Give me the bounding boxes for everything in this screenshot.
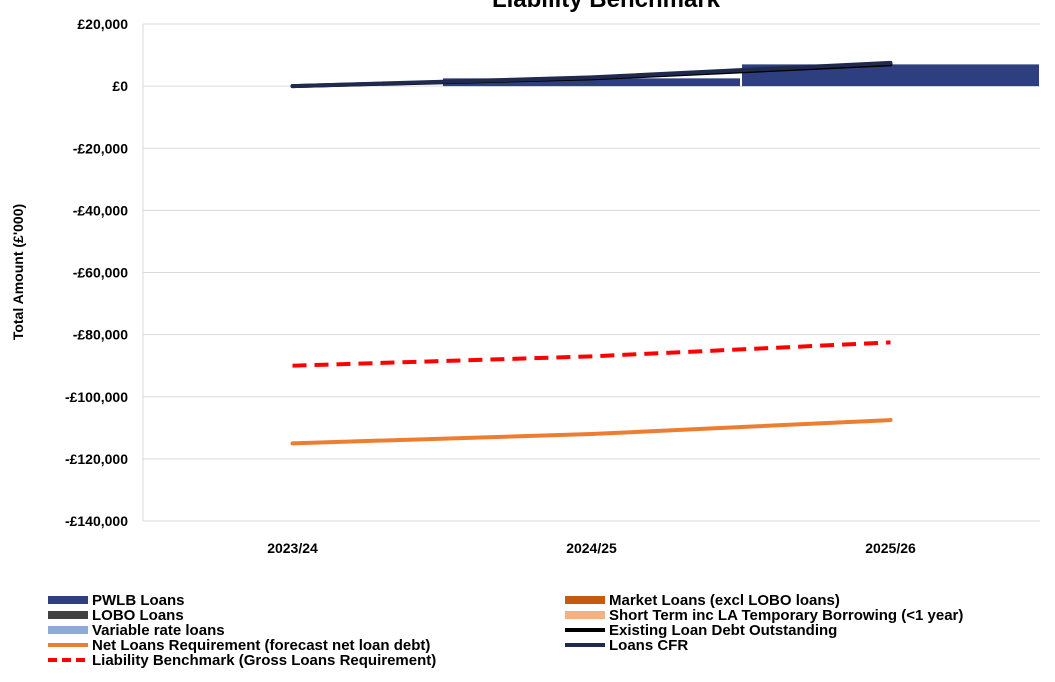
legend-label: PWLB Loans [92,592,185,609]
x-tick-label: 2024/25 [566,540,617,556]
legend-swatch [48,596,88,604]
y-tick-label: £0 [112,78,128,94]
lines-group [290,60,893,446]
y-tick-label: -£60,000 [73,265,128,281]
legend-label: LOBO Loans [92,607,184,624]
series-line [292,340,891,368]
legend-label: Loans CFR [609,637,688,654]
legend-swatch [48,611,88,619]
y-tick-label: -£140,000 [65,513,128,529]
y-axis-label: Total Amount (£'000) [10,204,26,340]
gridlines [142,23,1040,522]
y-tick-label: -£120,000 [65,451,128,467]
legend-label: Net Loans Requirement (forecast net loan… [92,637,430,654]
bar [443,78,740,87]
x-axis-ticks: 2023/24 2024/25 2025/26 [267,540,916,556]
y-axis-ticks: £20,000 £0 -£20,000 -£40,000 -£60,000 -£80,00… [65,16,128,529]
legend-swatch [565,611,605,619]
y-tick-label: -£20,000 [73,140,128,156]
y-tick-label: -£40,000 [73,202,128,218]
legend-label: Liability Benchmark (Gross Loans Require… [92,652,436,669]
legend-label: Variable rate loans [92,622,225,639]
bars-group [443,64,1039,87]
legend-swatch [48,626,88,634]
series-line [290,418,893,446]
legend-label: Short Term inc LA Temporary Borrowing (<… [609,607,963,624]
legend-swatch [565,596,605,604]
chart-title: Liability Benchmark [492,0,721,13]
y-tick-label: -£100,000 [65,389,128,405]
x-tick-label: 2025/26 [865,540,916,556]
legend-label: Existing Loan Debt Outstanding [609,622,837,639]
y-tick-label: £20,000 [77,16,128,32]
x-tick-label: 2023/24 [267,540,318,556]
legend-label: Market Loans (excl LOBO loans) [609,592,840,609]
y-tick-label: -£80,000 [73,327,128,343]
series-line [290,60,893,89]
